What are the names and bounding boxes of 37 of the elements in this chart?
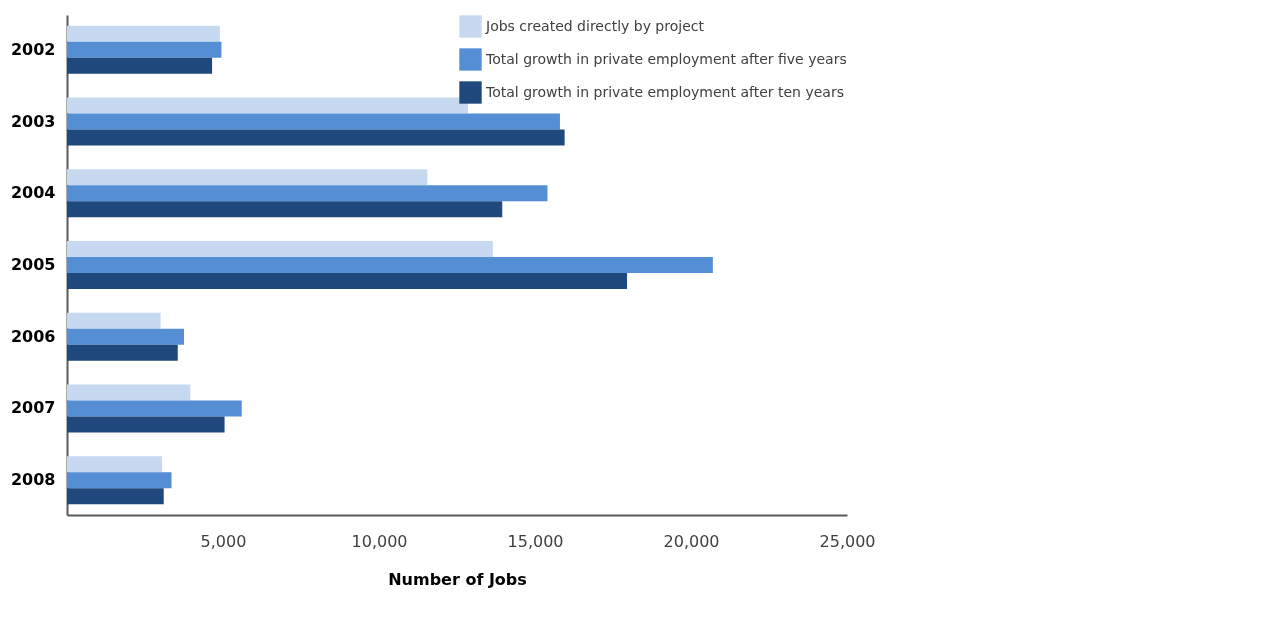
bar <box>67 344 178 361</box>
bar <box>67 472 172 489</box>
legend-label: Jobs created directly by project <box>485 17 705 34</box>
y-tick-label: 2006 <box>10 326 56 346</box>
y-tick-label: 2005 <box>10 255 56 274</box>
x-tick-label: 20,000 <box>663 531 720 551</box>
bar <box>67 400 242 417</box>
y-tick-label: 2007 <box>10 398 56 418</box>
legend-label: Total growth in private employment after ten years <box>485 83 844 100</box>
x-tick-label: 10,000 <box>351 531 408 551</box>
x-tick-label: 5,000 <box>200 531 247 551</box>
bar <box>67 97 468 114</box>
y-tick-label: 2002 <box>10 39 56 59</box>
bar <box>67 256 713 274</box>
x-tick-label: 15,000 <box>507 531 564 551</box>
bar <box>67 169 428 186</box>
bar <box>67 25 220 42</box>
x-axis-title: Number of Jobs <box>388 569 527 589</box>
bar <box>67 273 628 290</box>
bar <box>67 41 222 58</box>
bar <box>67 328 184 345</box>
bar <box>67 456 163 473</box>
bar <box>67 384 191 401</box>
bar <box>67 129 565 146</box>
bar <box>67 240 493 257</box>
bar <box>67 312 161 329</box>
y-tick-label: 2003 <box>10 111 56 131</box>
bar <box>67 488 164 505</box>
y-tick-label: 2004 <box>10 183 56 203</box>
y-tick-label: 2008 <box>10 470 56 490</box>
bar <box>67 201 503 218</box>
bar <box>67 113 560 130</box>
bar <box>67 185 548 202</box>
x-tick-label: 25,000 <box>819 531 876 551</box>
legend-label: Total growth in private employment after five years <box>485 50 847 67</box>
bar <box>67 57 213 74</box>
bar <box>67 416 225 433</box>
